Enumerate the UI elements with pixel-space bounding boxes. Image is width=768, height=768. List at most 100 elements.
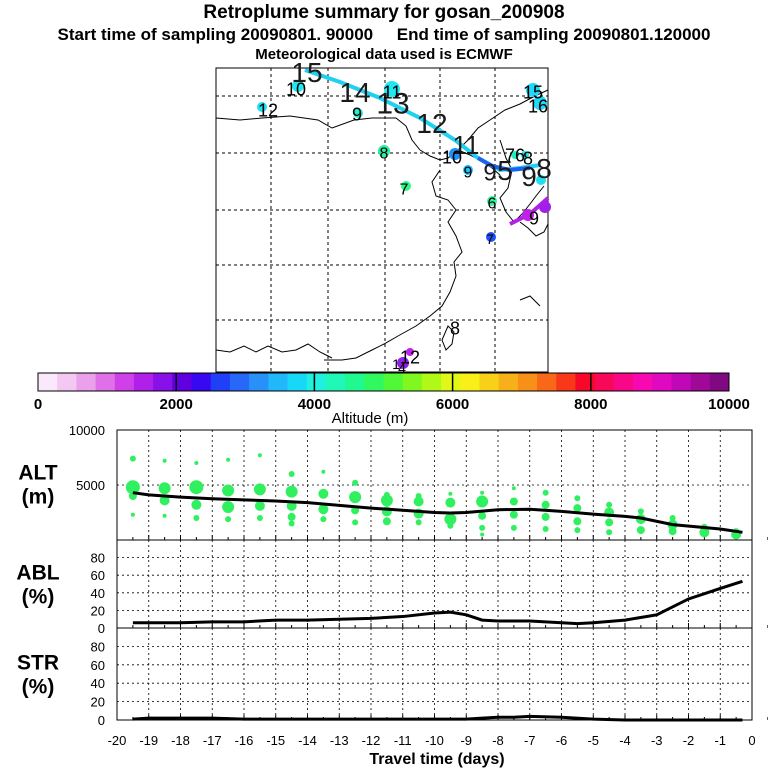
altitude-point: [574, 495, 581, 502]
colorbar-label: Altitude (m): [332, 410, 409, 427]
map-day-label: 15: [291, 57, 322, 88]
map-point: [511, 151, 519, 159]
map-points: [257, 80, 551, 369]
colorbar-swatch: [652, 373, 672, 391]
colorbar-swatch: [172, 373, 193, 391]
colorbar-swatch: [460, 373, 480, 391]
colorbar-swatch: [537, 373, 557, 391]
altitude-point: [318, 504, 329, 515]
altitude-point: [605, 518, 614, 527]
altitude-point: [226, 457, 231, 462]
map-day-label: 12: [258, 100, 278, 120]
altitude-point: [574, 527, 581, 534]
map-day-label: 9: [529, 208, 539, 228]
map-point: [292, 80, 304, 92]
map-day-label: 11: [383, 82, 402, 102]
time-series-panels: 500010000ALT(m)020406080ABL(%)020406080S…: [16, 423, 768, 748]
altitude-point: [222, 501, 235, 513]
altitude-point: [129, 455, 136, 462]
altitude-point: [256, 515, 263, 521]
colorbar-swatch: [402, 373, 423, 391]
altitude-point: [573, 517, 582, 526]
altitude-point: [287, 512, 296, 521]
colorbar-swatch: [268, 373, 289, 391]
x-tick-label: -5: [587, 733, 599, 748]
map-day-label: 1: [392, 356, 400, 372]
korea-coast: [499, 139, 545, 223]
colorbar-swatch: [709, 373, 730, 391]
altitude-point: [380, 494, 393, 507]
altitude-point: [352, 519, 359, 526]
y-tick-label: 0: [98, 621, 105, 636]
altitude-point: [162, 513, 167, 518]
map-day-label: 9: [464, 165, 473, 182]
map-point: [522, 209, 534, 221]
panel-yunit: (%): [22, 675, 55, 698]
altitude-median-line: [132, 491, 743, 534]
x-tick-label: -19: [139, 733, 158, 748]
map-day-label: 9: [352, 104, 362, 124]
chart-title: Retroplume summary for gosan_200908: [203, 2, 565, 23]
map-day-label: 16: [528, 96, 548, 116]
panel-str: 0 20 40 60 80 STR(%): [17, 627, 768, 728]
map-day-label: 14: [339, 77, 370, 108]
altitude-point: [479, 524, 486, 531]
altitude-point: [542, 526, 549, 532]
colorbar-swatch: [575, 373, 596, 391]
altitude-point: [158, 482, 171, 495]
x-tick-label: -16: [235, 733, 254, 748]
map-day-label: 7: [400, 182, 409, 199]
colorbar-swatch: [57, 373, 77, 391]
altitude-point: [444, 513, 457, 526]
colorbar-swatch: [191, 373, 212, 391]
altitude-point: [541, 500, 550, 509]
y-tick-label: 20: [91, 603, 105, 618]
colorbar-swatch: [38, 373, 58, 391]
china-east-coast: [324, 169, 463, 361]
altitude-point: [321, 469, 326, 474]
altitude-point: [637, 508, 644, 515]
x-tick-label: -11: [394, 733, 412, 748]
colorbar-tick-label: 10000: [708, 396, 750, 413]
start-time-label: Start time of sampling 20090801. 90000: [57, 25, 374, 44]
map-day-label: 12: [416, 108, 447, 139]
map-day-label: 6: [488, 196, 497, 213]
map-point: [533, 96, 547, 110]
panel-yunit: (m): [22, 486, 55, 509]
altitude-point: [606, 501, 613, 508]
altitude-point: [542, 489, 549, 496]
end-time-label: End time of sampling 20090801.120000: [396, 25, 711, 44]
colorbar-tick-label: 2000: [160, 396, 193, 413]
y-tick-label: 0: [98, 713, 105, 728]
map-day-label: 8: [380, 146, 389, 163]
map-day-label: 7: [486, 231, 494, 247]
colorbar-swatch: [364, 373, 384, 391]
map-day-label: 12: [400, 347, 420, 367]
colorbar-swatch: [95, 373, 116, 391]
x-tick-label: -20: [108, 733, 127, 748]
altitude-point: [669, 515, 676, 521]
y-tick-label: 80: [91, 639, 105, 654]
vietnam-border: [215, 343, 333, 359]
x-tick-label: -12: [362, 733, 381, 748]
altitude-point: [415, 519, 422, 526]
altitude-point: [447, 522, 454, 529]
map-day-label: 4: [398, 360, 406, 376]
x-tick-label: 0: [748, 733, 755, 748]
coast-north: [419, 89, 549, 161]
colorbar-tick-label: 0: [34, 396, 42, 413]
colorbar-swatch: [153, 373, 173, 391]
colorbar-swatch: [210, 373, 231, 391]
y-tick-label: 80: [91, 551, 105, 566]
y-tick-label: 40: [91, 676, 105, 691]
altitude-point: [130, 512, 135, 517]
map-day-label: 8: [536, 153, 552, 184]
colorbar-swatch: [383, 373, 404, 391]
altitude-point: [125, 480, 140, 495]
colorbar-swatch: [421, 373, 442, 391]
y-tick-label: 60: [91, 658, 105, 673]
map-point: [521, 151, 529, 159]
altitude-point: [349, 491, 362, 504]
colorbar-swatch: [671, 373, 692, 391]
